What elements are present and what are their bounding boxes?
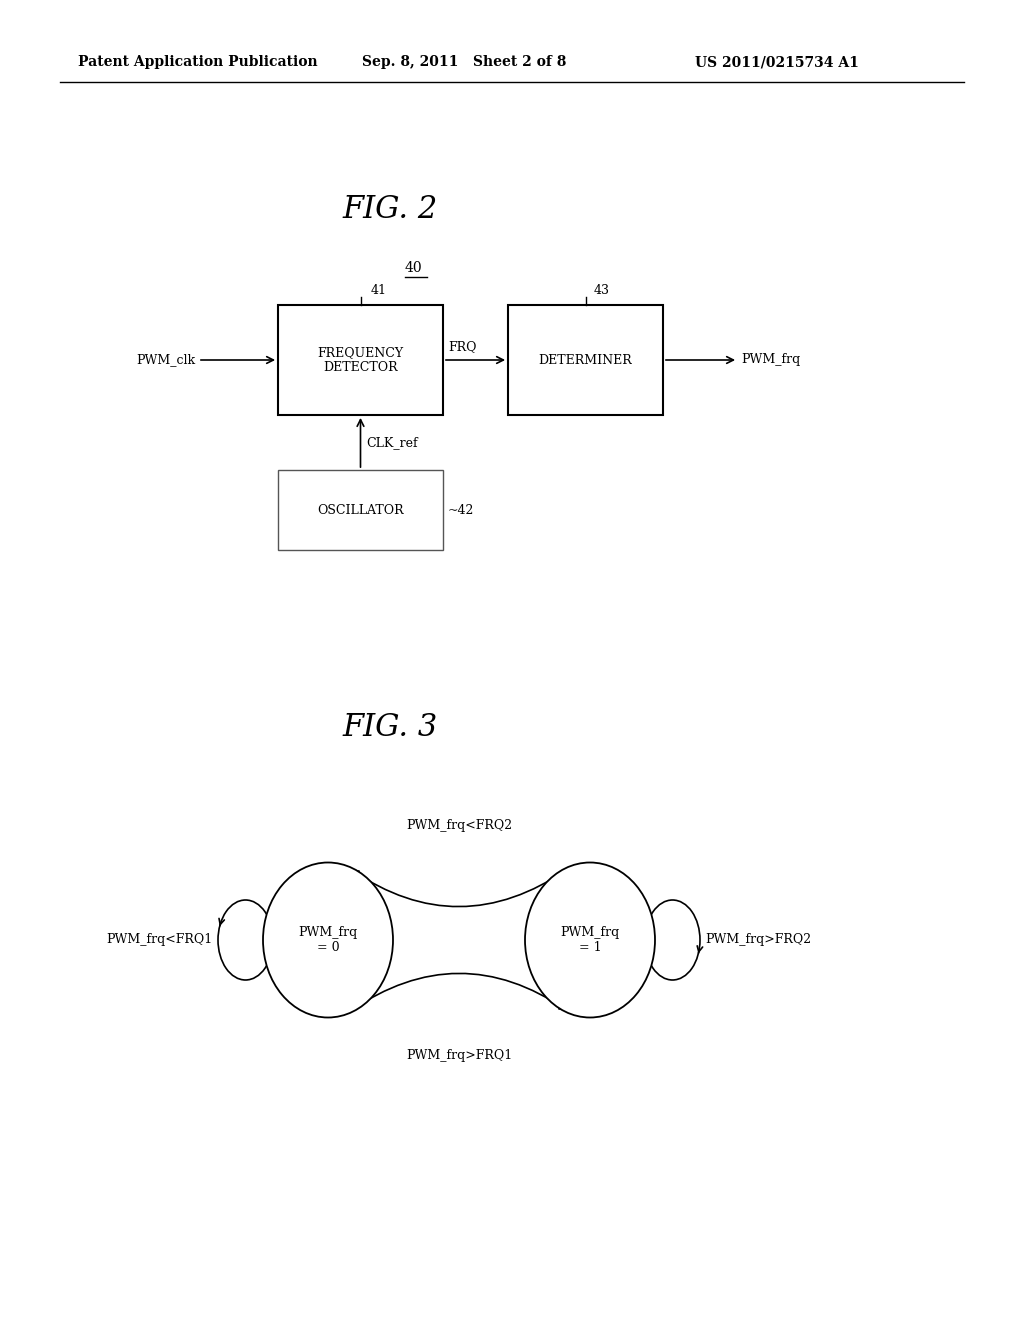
- Text: FIG. 2: FIG. 2: [342, 194, 437, 226]
- Text: CLK_ref: CLK_ref: [367, 436, 418, 449]
- Ellipse shape: [263, 862, 393, 1018]
- Text: OSCILLATOR: OSCILLATOR: [317, 503, 403, 516]
- Text: ~42: ~42: [449, 503, 474, 516]
- Text: 43: 43: [594, 284, 609, 297]
- Text: FREQUENCY
DETECTOR: FREQUENCY DETECTOR: [317, 346, 403, 374]
- Bar: [278, 470, 443, 550]
- Bar: [278, 305, 443, 414]
- Text: PWM_frq: PWM_frq: [741, 354, 800, 367]
- Text: FIG. 3: FIG. 3: [342, 713, 437, 743]
- Text: Patent Application Publication: Patent Application Publication: [78, 55, 317, 69]
- Text: DETERMINER: DETERMINER: [539, 354, 633, 367]
- Text: FRQ: FRQ: [449, 341, 476, 354]
- Text: 41: 41: [371, 284, 386, 297]
- Text: PWM_frq<FRQ2: PWM_frq<FRQ2: [406, 818, 512, 832]
- Text: PWM_frq
= 1: PWM_frq = 1: [560, 927, 620, 954]
- Text: PWM_frq<FRQ1: PWM_frq<FRQ1: [106, 933, 213, 946]
- Text: Sep. 8, 2011   Sheet 2 of 8: Sep. 8, 2011 Sheet 2 of 8: [362, 55, 566, 69]
- Text: PWM_frq
= 0: PWM_frq = 0: [298, 927, 357, 954]
- Bar: [508, 305, 663, 414]
- Ellipse shape: [218, 900, 273, 979]
- Text: US 2011/0215734 A1: US 2011/0215734 A1: [695, 55, 859, 69]
- Text: PWM_frq>FRQ1: PWM_frq>FRQ1: [406, 1048, 512, 1061]
- Text: 40: 40: [406, 261, 423, 275]
- Text: PWM_frq>FRQ2: PWM_frq>FRQ2: [705, 933, 811, 946]
- Ellipse shape: [525, 862, 655, 1018]
- Text: PWM_clk: PWM_clk: [136, 354, 195, 367]
- Ellipse shape: [645, 900, 700, 979]
